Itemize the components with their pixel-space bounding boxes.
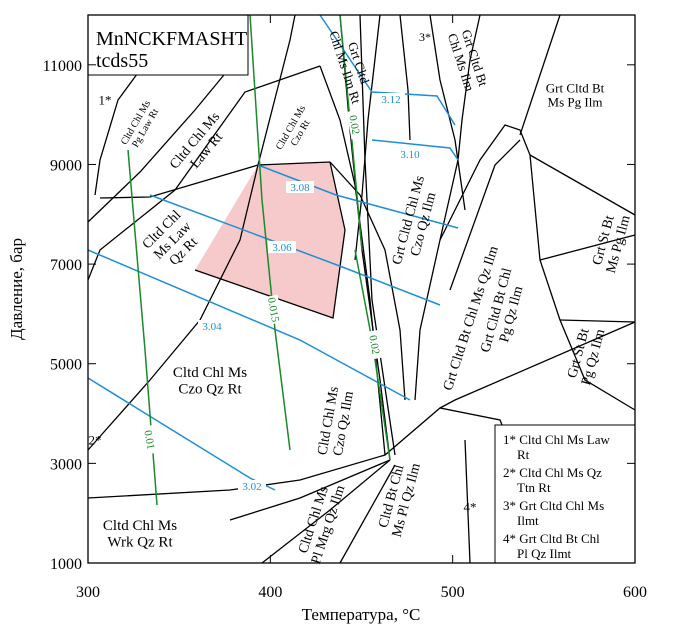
field-label-line: 4*: [464, 500, 477, 515]
field-label: Cltd Chl MsPg Law Rt: [119, 98, 163, 152]
isopleth-label-bg: [286, 181, 314, 193]
legend-entry: Rt: [517, 447, 530, 462]
x-tick-label: 600: [623, 584, 647, 601]
isopleth: [257, 164, 459, 229]
legend-entry: 1* Cltd Chl Ms Law: [503, 432, 611, 447]
field-label: 2*: [89, 433, 102, 448]
field-label-line: Wrk Qz Rt: [107, 535, 173, 551]
isopleth-label: 0.015: [265, 297, 281, 324]
field-label-line: Grt Cltd Bt: [546, 80, 605, 95]
field-label-line: Czo Qz Rt: [178, 382, 242, 398]
field-label: Cltd ChlMs LawQz Rt: [140, 208, 206, 274]
isopleth-label-bg: [238, 480, 266, 492]
title-box: [87, 14, 249, 76]
isopleth-label: 3.12: [381, 94, 400, 106]
x-axis-label: Температура, °C: [302, 605, 421, 624]
field-label: 1*: [99, 93, 112, 108]
isopleth-label: 0.01: [141, 429, 156, 450]
x-tick-label: 500: [441, 584, 465, 601]
y-tick-label: 1000: [50, 556, 82, 573]
field-label: Grt St BtMs Pg Ilm: [589, 210, 634, 275]
isopleth: [87, 377, 276, 491]
isopleth: [371, 139, 459, 161]
field-label-line: Cltd Chl Ms: [173, 365, 247, 381]
field-label: Grt Cltd Bt Ms Pg Ilm: [546, 80, 605, 109]
isopleth-label: 3.08: [290, 182, 310, 194]
isopleth-label: 3.10: [400, 149, 420, 161]
field-label: Cltd Chl MsCzo Rt: [274, 103, 318, 157]
isopleth-label: 0.02: [346, 114, 361, 135]
field-label-line: 1*: [99, 93, 112, 108]
legend-entry: 2* Cltd Chl Ms Qz: [503, 465, 602, 480]
legend-entry: Ttn Rt: [517, 480, 551, 495]
isopleth-label: 3.02: [242, 481, 261, 493]
legend-box: [494, 424, 636, 564]
isopleth-label: 3.06: [272, 242, 292, 254]
chart-title: MnNCKFMASHT: [96, 28, 247, 50]
isopleth: [87, 249, 411, 401]
y-tick-label: 5000: [50, 357, 82, 374]
isopleth-label-bg: [268, 241, 296, 253]
isopleth-label-bg: [366, 329, 384, 360]
isopleth-label: 0.02: [366, 334, 381, 355]
field-label: Cltd Chl Ms Wrk Qz Rt: [103, 518, 177, 551]
isopleth-label-bg: [265, 294, 283, 325]
isopleth: [149, 194, 441, 306]
field-label: Grt St BtPg Qz Ilm: [564, 324, 608, 388]
x-tick-label: 300: [76, 584, 100, 601]
isopleth-label-bg: [396, 148, 424, 160]
field-label: Cltd Chl MsPl Mrg Qz Ilm: [294, 479, 348, 566]
plot-frame: [87, 14, 636, 564]
isopleth: [249, 14, 291, 451]
field-label: Grt CltdChl Ms Ilm Rt: [326, 25, 377, 106]
isopleth-label-bg: [141, 424, 159, 455]
legend-entry: Ilmt: [517, 513, 539, 528]
field-label: Cltd Chl MsCzo Qz Ilm: [315, 386, 357, 459]
legend-entry: 3* Grt Cltd Chl Ms: [503, 498, 604, 513]
chart-subtitle: tcds55: [96, 50, 148, 72]
isopleth-label: 3.04: [202, 321, 222, 333]
field-boundaries: [87, 14, 636, 564]
y-axis-label: Давление, бар: [7, 238, 26, 340]
legend-entry: 4* Grt Cltd Bt Chl: [503, 531, 600, 546]
isopleth-label-bg: [198, 320, 226, 332]
isopleth-label-bg: [346, 109, 364, 140]
y-tick-label: 7000: [50, 257, 82, 274]
field-label-line: Ms Pg Ilm: [548, 95, 603, 110]
y-tick-label: 9000: [50, 157, 82, 174]
field-label: Cltd Chl Ms Czo Qz Rt: [173, 365, 247, 398]
field-label-line: 3*: [419, 30, 431, 44]
isopleth-label-bg: [377, 93, 405, 105]
x-tick-label: 400: [258, 584, 282, 601]
field-label: Grt Cltd BtChl Ms Ilm: [445, 27, 491, 93]
y-tick-label: 11000: [43, 58, 82, 75]
field-label: 3*: [419, 30, 431, 44]
y-tick-label: 3000: [50, 456, 82, 473]
legend-entry: Pl Qz Ilmt: [517, 546, 572, 561]
field-label-line: 2*: [89, 433, 102, 448]
field-label-line: Cltd Chl Ms: [103, 518, 177, 534]
field-label: Cltd Bt ChlMs Pl Qz Ilm: [375, 458, 424, 539]
field-label: 4*: [464, 500, 477, 515]
